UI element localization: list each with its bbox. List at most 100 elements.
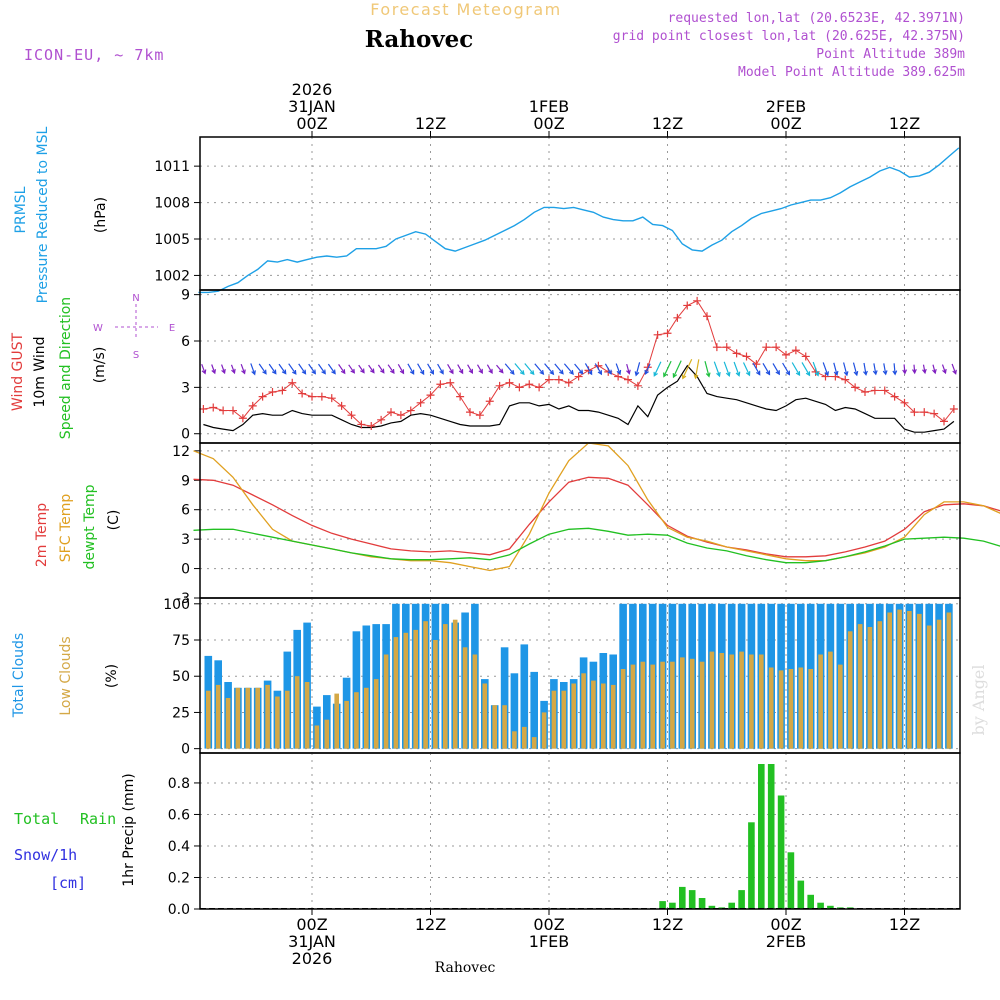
wind-gust-marker [377, 415, 386, 424]
low-cloud-bar [877, 621, 883, 749]
pressure-ytick-label: 1011 [154, 159, 190, 175]
location-title: Rahovec [365, 26, 474, 53]
wind-gust-marker [219, 406, 228, 415]
wind-direction-arrow [911, 364, 917, 375]
wind-gust-marker [416, 398, 425, 407]
wind-gust-marker [426, 391, 435, 400]
precip-unit-label: 1hr Precip (mm) [121, 773, 137, 886]
low-cloud-bar [689, 658, 695, 749]
wind-gust-marker [308, 392, 316, 401]
precip-bar [718, 907, 726, 909]
precip-snow-unit: [cm] [50, 874, 86, 892]
wind-direction-arrow [221, 364, 226, 375]
wind-direction-arrow [941, 364, 947, 375]
wind-gust-marker [545, 375, 553, 384]
wind-direction-arrow [368, 364, 375, 374]
top-time-label: 2026 [292, 80, 333, 99]
low-cloud-bar [324, 719, 330, 749]
low-cloud-bar [393, 637, 399, 749]
total-cloud-bar [362, 625, 371, 749]
precip-total-label: Total [14, 810, 59, 828]
wind-direction-arrow [288, 363, 297, 375]
wind-gust-marker [485, 397, 494, 406]
total-clouds-side-label: Total Clouds [11, 633, 27, 718]
wind-gust-marker [357, 420, 366, 429]
wind-direction-arrow [327, 363, 336, 375]
top-time-label: 00Z [296, 114, 327, 133]
precip-bar [787, 852, 795, 909]
compass-east: E [169, 323, 175, 334]
wind-gust-marker [673, 313, 682, 322]
temperature-frame [199, 442, 961, 599]
low-cloud-bar [897, 609, 902, 749]
low-cloud-bar [670, 661, 675, 749]
temperature-ytick-label: 3 [181, 532, 190, 548]
low-cloud-bar [591, 680, 596, 749]
total-cloud-bar [510, 673, 519, 749]
wind-direction-arrow [427, 363, 435, 375]
low-cloud-bar [719, 653, 725, 749]
low-cloud-bar [887, 612, 892, 749]
wind-direction-arrow [882, 363, 888, 376]
precip-bar [679, 886, 686, 909]
bottom-time-label: 2FEB [766, 932, 806, 951]
low-cloud-bar [778, 670, 784, 749]
model-label: ICON-EU, ~ 7km [24, 46, 164, 64]
wind-gust-marker [367, 422, 376, 430]
wind-gust-marker [782, 350, 790, 359]
wind-direction-arrow [733, 361, 741, 377]
bottom-time-label: 12Z [652, 915, 683, 934]
low-cloud-bar [936, 619, 942, 749]
wind-direction-arrow [833, 362, 839, 377]
wind-gust-marker [337, 401, 346, 410]
wind-direction-arrow [298, 363, 307, 375]
wind-gust-marker [495, 381, 504, 390]
wind-direction-arrow [634, 362, 641, 377]
sfc-temp-side-label: SFC Temp [58, 494, 74, 563]
wind-direction-arrow [524, 363, 535, 376]
low-cloud-bar [749, 654, 754, 749]
low-cloud-bar [660, 661, 665, 749]
model-point-altitude: Model Point Altitude 389.625m [738, 65, 965, 80]
low-cloud-bar [433, 640, 438, 749]
wind-gust-marker [762, 343, 771, 352]
low-cloud-bar [571, 683, 576, 749]
wind-ytick-label: 3 [181, 380, 190, 396]
figure-subtitle: Forecast Meteogram [370, 0, 561, 19]
wind-direction-arrow [514, 363, 525, 376]
compass-north: N [132, 293, 139, 304]
top-time-label: 12Z [652, 114, 683, 133]
low-cloud-bar [867, 627, 873, 749]
wind-gust-marker [229, 406, 237, 415]
wind-gust-marker [930, 409, 939, 418]
wind-gust-marker [653, 330, 662, 339]
wind-gust-marker [890, 392, 899, 401]
clouds-ytick-label: 50 [172, 669, 190, 685]
low-cloud-bar [650, 664, 655, 749]
precip-bar [767, 764, 775, 909]
precip-panel: 0.0 0.2 0.4 0.6 0.8 [168, 752, 961, 918]
pressure-side-label-1: PRMSL [13, 186, 29, 233]
wind-gust-marker [258, 392, 267, 401]
low-cloud-bar [818, 654, 823, 749]
wind-direction-arrow [902, 364, 908, 375]
top-time-label: 12Z [889, 114, 920, 133]
wind-gust-marker [614, 372, 623, 381]
clouds-panel: 0 25 50 75 100 [163, 597, 961, 758]
low-cloud-bar [610, 684, 616, 749]
low-cloud-bar [838, 664, 843, 749]
wind-gust-marker [880, 386, 889, 395]
wind-gust-marker [870, 386, 879, 395]
temp2m-side-label: 2m Temp [34, 503, 50, 567]
wind-direction-arrow [278, 363, 287, 375]
clouds-ytick-label: 0 [181, 742, 190, 758]
low-cloud-bar [413, 629, 418, 749]
temp-dewpt-line [193, 527, 1000, 564]
low-cloud-bar [215, 684, 221, 749]
wind-direction-arrow [387, 364, 395, 375]
low-cloud-bar [423, 621, 428, 749]
temperature-panel: -3 0 3 6 9 12 [172, 442, 1000, 607]
low-cloud-bar [443, 624, 448, 749]
low-cloud-bar [383, 654, 389, 749]
bottom-time-label: 12Z [415, 915, 446, 934]
